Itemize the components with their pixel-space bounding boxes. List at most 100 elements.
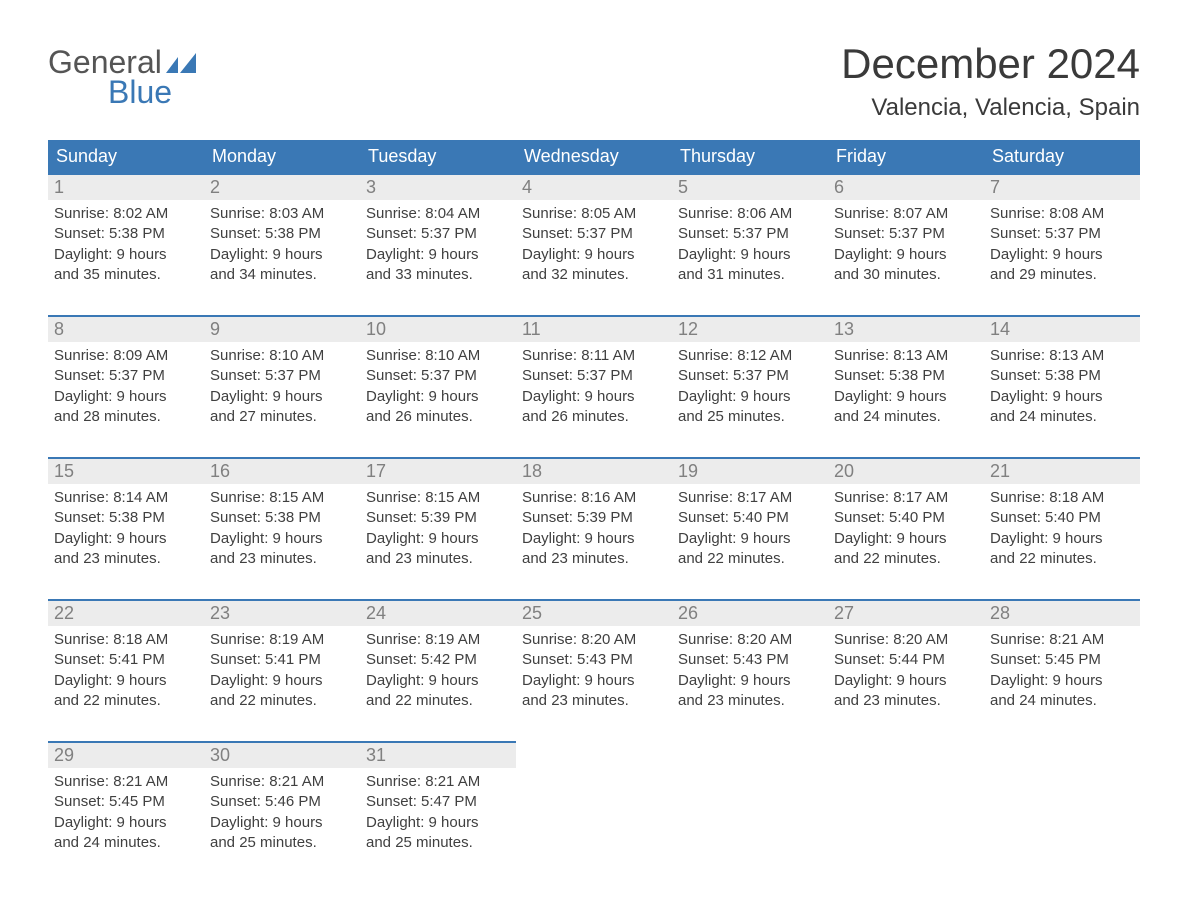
day-content: Sunrise: 8:21 AMSunset: 5:47 PMDaylight:…	[360, 768, 516, 861]
day-line: and 22 minutes.	[678, 549, 822, 569]
day-content: Sunrise: 8:05 AMSunset: 5:37 PMDaylight:…	[516, 200, 672, 293]
day-line: Daylight: 9 hours	[54, 245, 198, 265]
day-line: Sunrise: 8:09 AM	[54, 346, 198, 366]
day-line: Sunrise: 8:21 AM	[54, 772, 198, 792]
calendar-day-cell	[516, 742, 672, 883]
weekday-header: Tuesday	[360, 140, 516, 174]
day-line: and 35 minutes.	[54, 265, 198, 285]
day-line: Daylight: 9 hours	[210, 245, 354, 265]
day-content: Sunrise: 8:16 AMSunset: 5:39 PMDaylight:…	[516, 484, 672, 577]
calendar-day-cell	[984, 742, 1140, 883]
day-line: Daylight: 9 hours	[54, 387, 198, 407]
day-content: Sunrise: 8:19 AMSunset: 5:41 PMDaylight:…	[204, 626, 360, 719]
day-number: 19	[672, 459, 828, 484]
day-line: Daylight: 9 hours	[678, 529, 822, 549]
day-content: Sunrise: 8:12 AMSunset: 5:37 PMDaylight:…	[672, 342, 828, 435]
day-line: Sunset: 5:38 PM	[54, 224, 198, 244]
day-content: Sunrise: 8:11 AMSunset: 5:37 PMDaylight:…	[516, 342, 672, 435]
day-number: 3	[360, 175, 516, 200]
calendar-day-cell: 5Sunrise: 8:06 AMSunset: 5:37 PMDaylight…	[672, 174, 828, 316]
day-line: Daylight: 9 hours	[990, 387, 1134, 407]
day-line: Sunset: 5:43 PM	[522, 650, 666, 670]
day-line: Sunrise: 8:20 AM	[522, 630, 666, 650]
calendar-day-cell: 17Sunrise: 8:15 AMSunset: 5:39 PMDayligh…	[360, 458, 516, 600]
calendar-day-cell: 7Sunrise: 8:08 AMSunset: 5:37 PMDaylight…	[984, 174, 1140, 316]
day-number: 27	[828, 601, 984, 626]
day-content: Sunrise: 8:18 AMSunset: 5:41 PMDaylight:…	[48, 626, 204, 719]
day-line: Sunset: 5:39 PM	[366, 508, 510, 528]
day-line: Sunrise: 8:03 AM	[210, 204, 354, 224]
day-line: Sunset: 5:37 PM	[210, 366, 354, 386]
day-line: and 23 minutes.	[366, 549, 510, 569]
day-line: Daylight: 9 hours	[54, 529, 198, 549]
day-line: Daylight: 9 hours	[366, 813, 510, 833]
day-line: Daylight: 9 hours	[366, 529, 510, 549]
weekday-header: Friday	[828, 140, 984, 174]
day-line: Daylight: 9 hours	[990, 671, 1134, 691]
calendar-day-cell: 25Sunrise: 8:20 AMSunset: 5:43 PMDayligh…	[516, 600, 672, 742]
header: General Blue December 2024 Valencia, Val…	[48, 40, 1140, 122]
day-line: and 24 minutes.	[990, 691, 1134, 711]
day-number: 12	[672, 317, 828, 342]
day-number: 9	[204, 317, 360, 342]
day-line: Daylight: 9 hours	[210, 529, 354, 549]
day-line: and 22 minutes.	[834, 549, 978, 569]
day-number: 20	[828, 459, 984, 484]
day-line: Sunset: 5:40 PM	[678, 508, 822, 528]
weekday-header: Thursday	[672, 140, 828, 174]
day-line: Daylight: 9 hours	[210, 671, 354, 691]
calendar-day-cell: 30Sunrise: 8:21 AMSunset: 5:46 PMDayligh…	[204, 742, 360, 883]
day-line: and 22 minutes.	[366, 691, 510, 711]
day-line: Sunset: 5:47 PM	[366, 792, 510, 812]
day-number: 21	[984, 459, 1140, 484]
day-content: Sunrise: 8:20 AMSunset: 5:43 PMDaylight:…	[516, 626, 672, 719]
day-line: Sunset: 5:43 PM	[678, 650, 822, 670]
day-line: Sunset: 5:39 PM	[522, 508, 666, 528]
day-content: Sunrise: 8:04 AMSunset: 5:37 PMDaylight:…	[360, 200, 516, 293]
day-line: and 30 minutes.	[834, 265, 978, 285]
calendar-body: 1Sunrise: 8:02 AMSunset: 5:38 PMDaylight…	[48, 174, 1140, 883]
calendar-week-row: 15Sunrise: 8:14 AMSunset: 5:38 PMDayligh…	[48, 458, 1140, 600]
day-line: Sunrise: 8:08 AM	[990, 204, 1134, 224]
day-number: 1	[48, 175, 204, 200]
day-line: Daylight: 9 hours	[834, 387, 978, 407]
calendar-day-cell: 27Sunrise: 8:20 AMSunset: 5:44 PMDayligh…	[828, 600, 984, 742]
day-content: Sunrise: 8:19 AMSunset: 5:42 PMDaylight:…	[360, 626, 516, 719]
day-line: Sunrise: 8:18 AM	[990, 488, 1134, 508]
day-line: and 31 minutes.	[678, 265, 822, 285]
calendar-day-cell: 16Sunrise: 8:15 AMSunset: 5:38 PMDayligh…	[204, 458, 360, 600]
day-number: 18	[516, 459, 672, 484]
day-line: Sunrise: 8:07 AM	[834, 204, 978, 224]
calendar-day-cell: 15Sunrise: 8:14 AMSunset: 5:38 PMDayligh…	[48, 458, 204, 600]
day-number: 22	[48, 601, 204, 626]
calendar-day-cell: 10Sunrise: 8:10 AMSunset: 5:37 PMDayligh…	[360, 316, 516, 458]
calendar-day-cell: 9Sunrise: 8:10 AMSunset: 5:37 PMDaylight…	[204, 316, 360, 458]
calendar-day-cell	[672, 742, 828, 883]
day-line: and 23 minutes.	[834, 691, 978, 711]
day-number: 7	[984, 175, 1140, 200]
day-content: Sunrise: 8:10 AMSunset: 5:37 PMDaylight:…	[204, 342, 360, 435]
day-content: Sunrise: 8:13 AMSunset: 5:38 PMDaylight:…	[828, 342, 984, 435]
day-line: Sunrise: 8:15 AM	[366, 488, 510, 508]
day-line: Sunrise: 8:20 AM	[834, 630, 978, 650]
day-line: Sunrise: 8:10 AM	[366, 346, 510, 366]
day-line: Sunset: 5:38 PM	[990, 366, 1134, 386]
day-line: and 33 minutes.	[366, 265, 510, 285]
day-content: Sunrise: 8:21 AMSunset: 5:45 PMDaylight:…	[48, 768, 204, 861]
day-line: and 25 minutes.	[678, 407, 822, 427]
day-content: Sunrise: 8:08 AMSunset: 5:37 PMDaylight:…	[984, 200, 1140, 293]
day-content: Sunrise: 8:09 AMSunset: 5:37 PMDaylight:…	[48, 342, 204, 435]
day-line: Sunset: 5:37 PM	[54, 366, 198, 386]
calendar-day-cell: 28Sunrise: 8:21 AMSunset: 5:45 PMDayligh…	[984, 600, 1140, 742]
calendar-day-cell: 20Sunrise: 8:17 AMSunset: 5:40 PMDayligh…	[828, 458, 984, 600]
day-line: and 34 minutes.	[210, 265, 354, 285]
day-content: Sunrise: 8:20 AMSunset: 5:44 PMDaylight:…	[828, 626, 984, 719]
day-number: 24	[360, 601, 516, 626]
day-line: Sunrise: 8:21 AM	[210, 772, 354, 792]
day-line: Sunset: 5:37 PM	[366, 366, 510, 386]
calendar-day-cell	[828, 742, 984, 883]
day-line: Sunrise: 8:16 AM	[522, 488, 666, 508]
location-text: Valencia, Valencia, Spain	[841, 94, 1140, 122]
calendar-day-cell: 13Sunrise: 8:13 AMSunset: 5:38 PMDayligh…	[828, 316, 984, 458]
calendar-day-cell: 1Sunrise: 8:02 AMSunset: 5:38 PMDaylight…	[48, 174, 204, 316]
